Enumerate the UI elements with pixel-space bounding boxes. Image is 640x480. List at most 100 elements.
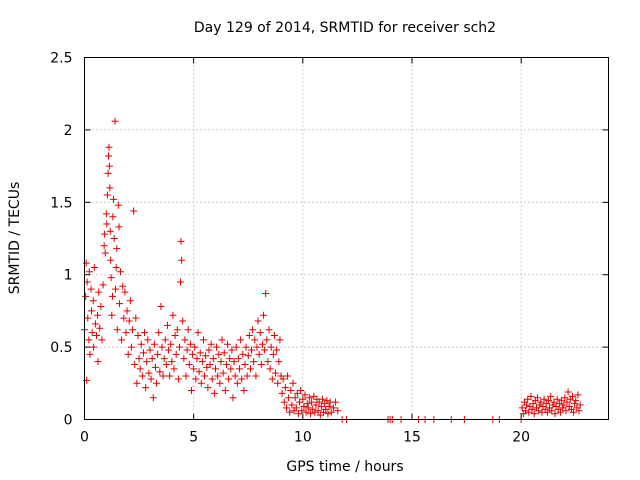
data-point [518,404,526,412]
data-point [113,326,121,334]
data-point [327,408,335,416]
data-point [132,314,140,322]
data-point [551,410,559,418]
data-point [122,329,130,337]
data-point [143,358,151,366]
data-point [179,317,187,325]
y-tick-label: 0 [64,413,73,429]
data-point [104,169,112,177]
data-point [201,372,209,380]
data-point [90,343,98,351]
data-point [237,336,245,344]
data-point [178,256,186,264]
data-point [162,360,170,368]
data-point [101,249,109,257]
data-point [527,392,535,400]
y-tick-label: 2 [64,123,73,139]
data-point [285,394,293,402]
data-point [302,408,310,416]
plot-frame [84,57,609,420]
data-point [255,350,263,358]
data-point [89,297,97,305]
data-point [568,392,576,400]
data-point [289,379,297,387]
data-point [85,268,93,276]
data-point [157,303,165,311]
data-point [306,410,314,418]
data-point [575,407,583,415]
data-point [540,395,548,403]
data-point [241,360,249,368]
data-point [139,349,147,357]
data-point [115,300,123,308]
data-point [279,375,287,383]
data-point [292,404,300,412]
data-point [112,285,120,293]
y-axis-label: SRMTID / TECUs [7,182,23,295]
data-point [107,274,115,282]
data-point [101,230,109,238]
data-point [530,410,538,418]
data-point [93,332,101,340]
data-point [243,372,251,380]
data-point [136,365,144,373]
chart-title: Day 129 of 2014, SRMTID for receiver sch… [194,20,496,36]
data-point [334,407,342,415]
data-point [246,365,254,373]
x-tick-label: 5 [189,430,198,446]
data-point [564,388,572,396]
grid [84,57,609,420]
data-point [145,369,153,377]
data-point [190,365,198,373]
data-point [535,407,543,415]
data-point [192,375,200,383]
data-point [137,340,145,348]
data-point [250,358,258,366]
data-point [332,398,340,406]
data-point [571,400,579,408]
data-point [160,355,168,363]
data-point [87,285,95,293]
x-tick-label: 15 [403,430,421,446]
data-point [151,363,159,371]
data-point [107,256,115,264]
data-point [109,213,117,221]
axis-ticks: 0 5 10 15 20 0 0.5 1 1.5 2 2.5 [50,51,609,446]
data-point [537,398,545,406]
data-point [185,360,193,368]
data-point [149,394,157,402]
data-point [284,372,292,380]
data-point [130,207,138,215]
data-point [288,401,296,409]
data-point [86,350,94,358]
data-point [300,402,308,410]
data-point [324,410,332,418]
data-point [195,368,203,376]
data-point [159,372,167,380]
y-tick-label: 1.5 [50,195,72,211]
data-point [282,404,290,412]
data-point [301,391,309,399]
data-point [278,389,286,397]
data-point [181,336,189,344]
data-point [87,307,95,315]
data-point [210,389,218,397]
x-tick-label: 0 [80,430,89,446]
data-point [263,336,271,344]
data-point [558,397,566,405]
data-point [197,379,205,387]
data-point [576,401,584,409]
data-point [95,288,103,296]
data-point [299,395,307,403]
data-point [94,358,102,366]
data-point [329,404,337,412]
data-point [561,394,569,402]
x-axis-label: GPS time / hours [286,459,403,475]
data-point [245,332,253,340]
data-point [298,407,306,415]
data-point [297,387,305,395]
data-point [570,408,578,416]
data-point [158,343,166,351]
data-point [280,398,288,406]
data-point [103,191,111,199]
